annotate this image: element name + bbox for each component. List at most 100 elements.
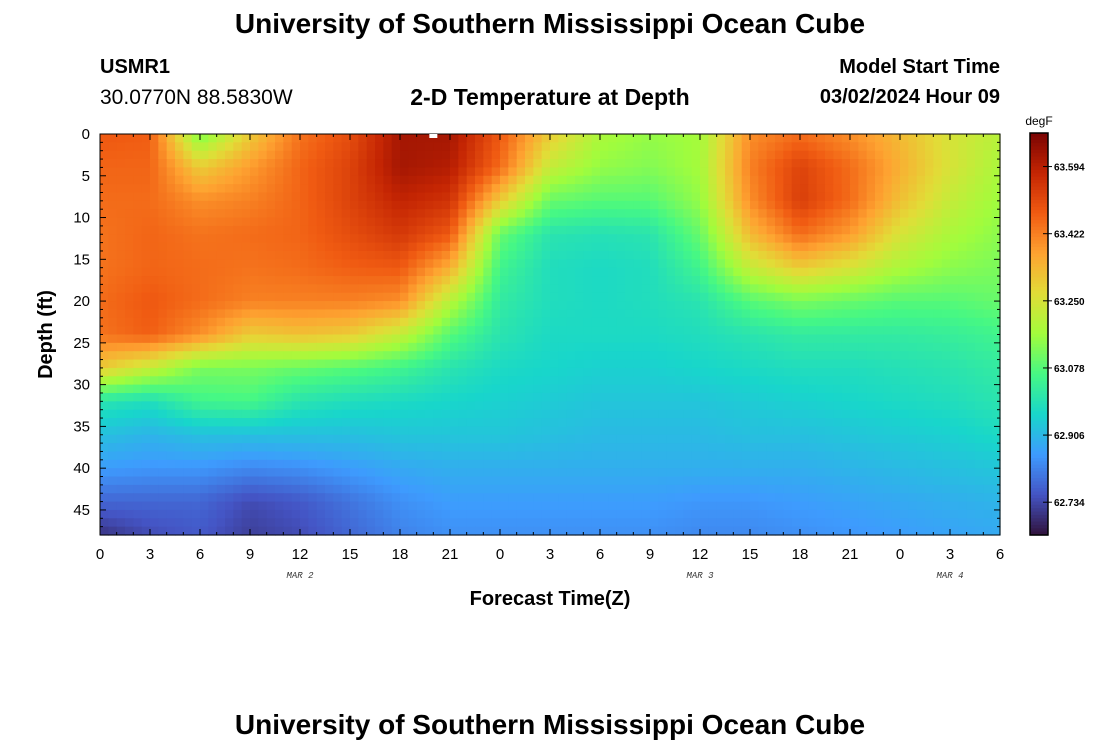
heatmap-cell — [525, 426, 534, 436]
heatmap-cell — [908, 459, 918, 469]
heatmap-cell — [633, 184, 643, 194]
heatmap-cell — [650, 134, 659, 143]
heatmap-cell — [433, 225, 443, 235]
heatmap-cell — [566, 501, 576, 511]
heatmap-cell — [200, 351, 209, 361]
heatmap-cell — [600, 276, 609, 285]
heatmap-cell — [250, 409, 259, 419]
heatmap-cell — [783, 225, 793, 235]
heatmap-cell — [658, 242, 668, 252]
heatmap-cell — [458, 351, 468, 361]
heatmap-cell — [191, 334, 201, 344]
heatmap-cell — [833, 484, 843, 494]
heatmap-cell — [850, 150, 859, 160]
heatmap-cell — [491, 167, 501, 177]
heatmap-cell — [625, 326, 634, 336]
heatmap-cell — [450, 217, 459, 227]
heatmap-cell — [666, 476, 676, 486]
heatmap-cell — [725, 292, 734, 302]
heatmap-cell — [983, 434, 993, 444]
heatmap-cell — [325, 167, 334, 177]
heatmap-cell — [491, 384, 501, 394]
heatmap-cell — [150, 267, 159, 277]
heatmap-cell — [625, 418, 634, 427]
heatmap-cell — [608, 501, 618, 511]
heatmap-cell — [316, 259, 326, 269]
heatmap-cell — [758, 225, 768, 235]
heatmap-cell — [691, 267, 701, 277]
heatmap-cell — [100, 242, 109, 252]
heatmap-cell — [791, 384, 801, 394]
heatmap-cell — [175, 159, 184, 169]
heatmap-cell — [575, 292, 584, 302]
heatmap-cell — [208, 334, 218, 344]
heatmap-cell — [791, 142, 801, 152]
heatmap-cell — [158, 518, 168, 528]
heatmap-cell — [525, 509, 534, 519]
heatmap-cell — [191, 493, 201, 503]
heatmap-cell — [116, 367, 126, 377]
heatmap-cell — [566, 409, 576, 419]
heatmap-cell — [575, 459, 584, 469]
heatmap-cell — [350, 159, 359, 169]
heatmap-cell — [850, 367, 859, 377]
heatmap-cell — [925, 501, 934, 511]
heatmap-cell — [433, 317, 443, 327]
heatmap-cell — [750, 225, 759, 235]
heatmap-cell — [550, 443, 559, 453]
heatmap-cell — [400, 434, 409, 444]
heatmap-cell — [291, 351, 301, 361]
heatmap-cell — [541, 384, 551, 394]
heatmap-cell — [350, 267, 359, 277]
heatmap-cell — [433, 259, 443, 269]
heatmap-cell — [500, 217, 509, 227]
heatmap-cell — [525, 267, 534, 277]
heatmap-cell — [300, 359, 309, 369]
heatmap-cell — [216, 351, 226, 361]
heatmap-cell — [708, 509, 718, 519]
heatmap-cell — [833, 159, 843, 169]
heatmap-cell — [908, 409, 918, 419]
heatmap-cell — [433, 409, 443, 419]
heatmap-cell — [116, 401, 126, 411]
heatmap-cell — [458, 225, 468, 235]
heatmap-cell — [558, 142, 568, 152]
heatmap-cell — [441, 468, 451, 478]
heatmap-cell — [225, 443, 234, 453]
heatmap-cell — [416, 501, 426, 511]
heatmap-cell — [533, 184, 543, 194]
heatmap-cell — [850, 426, 859, 436]
heatmap-cell — [566, 484, 576, 494]
heatmap-cell — [675, 509, 684, 519]
heatmap-cell — [775, 276, 784, 285]
heatmap-cell — [550, 301, 559, 311]
heatmap-cell — [250, 134, 259, 143]
heatmap-cell — [491, 326, 501, 336]
heatmap-cell — [483, 459, 493, 469]
heatmap-cell — [558, 301, 568, 311]
heatmap-cell — [466, 250, 476, 260]
heatmap-cell — [833, 359, 843, 369]
heatmap-cell — [991, 234, 1001, 244]
heatmap-cell — [791, 200, 801, 210]
heatmap-cell — [816, 359, 826, 369]
heatmap-cell — [141, 192, 151, 202]
heatmap-cell — [575, 418, 584, 427]
heatmap-cell — [475, 217, 484, 227]
heatmap-cell — [216, 317, 226, 327]
heatmap-cell — [183, 401, 193, 411]
heatmap-cell — [408, 476, 418, 486]
heatmap-cell — [991, 351, 1001, 361]
heatmap-cell — [608, 175, 618, 185]
heatmap-cell — [408, 225, 418, 235]
heatmap-cell — [516, 234, 526, 244]
heatmap-cell — [975, 434, 984, 444]
heatmap-cell — [241, 142, 251, 152]
heatmap-cell — [466, 284, 476, 294]
heatmap-cell — [166, 351, 176, 361]
heatmap-cell — [383, 284, 393, 294]
heatmap-cell — [641, 451, 651, 461]
heatmap-cell — [683, 250, 693, 260]
heatmap-cell — [516, 309, 526, 319]
heatmap-cell — [475, 267, 484, 277]
